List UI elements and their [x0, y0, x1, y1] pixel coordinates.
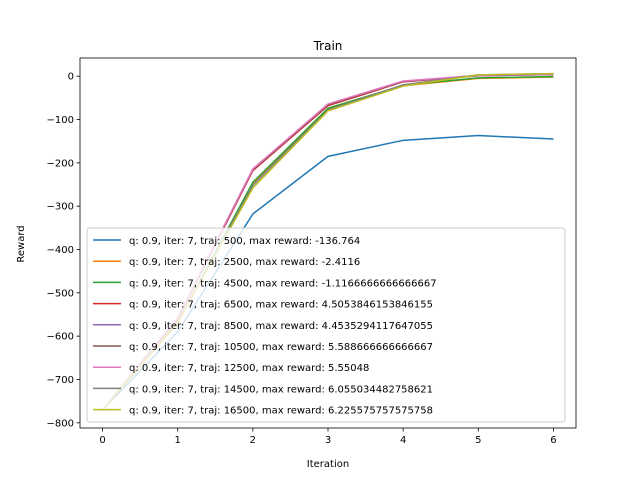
x-tick-label: 4: [400, 435, 406, 446]
legend-label-7: q: 0.9, iter: 7, traj: 12500, max reward…: [129, 363, 369, 374]
x-tick-label: 2: [250, 435, 256, 446]
x-tick-label: 5: [475, 435, 481, 446]
y-tick-label: −500: [47, 288, 74, 299]
y-tick-label: −200: [47, 158, 74, 169]
x-tick-label: 0: [99, 435, 105, 446]
y-tick-label: −600: [47, 332, 74, 343]
x-tick-label: 1: [175, 435, 181, 446]
legend-label-9: q: 0.9, iter: 7, traj: 16500, max reward…: [129, 406, 433, 417]
chart-title: Train: [313, 39, 343, 53]
legend-label-1: q: 0.9, iter: 7, traj: 500, max reward: …: [129, 236, 360, 247]
y-tick-label: −100: [47, 115, 74, 126]
legend-label-4: q: 0.9, iter: 7, traj: 6500, max reward:…: [129, 300, 433, 311]
y-tick-label: −400: [47, 245, 74, 256]
legend: q: 0.9, iter: 7, traj: 500, max reward: …: [86, 227, 566, 423]
legend-label-3: q: 0.9, iter: 7, traj: 4500, max reward:…: [129, 278, 437, 289]
legend-label-8: q: 0.9, iter: 7, traj: 14500, max reward…: [129, 384, 433, 395]
legend-label-5: q: 0.9, iter: 7, traj: 8500, max reward:…: [129, 321, 433, 332]
y-tick-label: −800: [47, 418, 74, 429]
legend-label-2: q: 0.9, iter: 7, traj: 2500, max reward:…: [129, 257, 360, 268]
y-tick-label: 0: [68, 72, 74, 83]
legend-box: [86, 227, 566, 423]
x-axis-label: Iteration: [307, 459, 349, 470]
legend-label-6: q: 0.9, iter: 7, traj: 10500, max reward…: [129, 342, 433, 353]
x-tick-label: 6: [550, 435, 556, 446]
y-axis-label: Reward: [16, 225, 27, 262]
y-tick-label: −300: [47, 202, 74, 213]
x-tick-label: 3: [325, 435, 331, 446]
y-tick-label: −700: [47, 375, 74, 386]
